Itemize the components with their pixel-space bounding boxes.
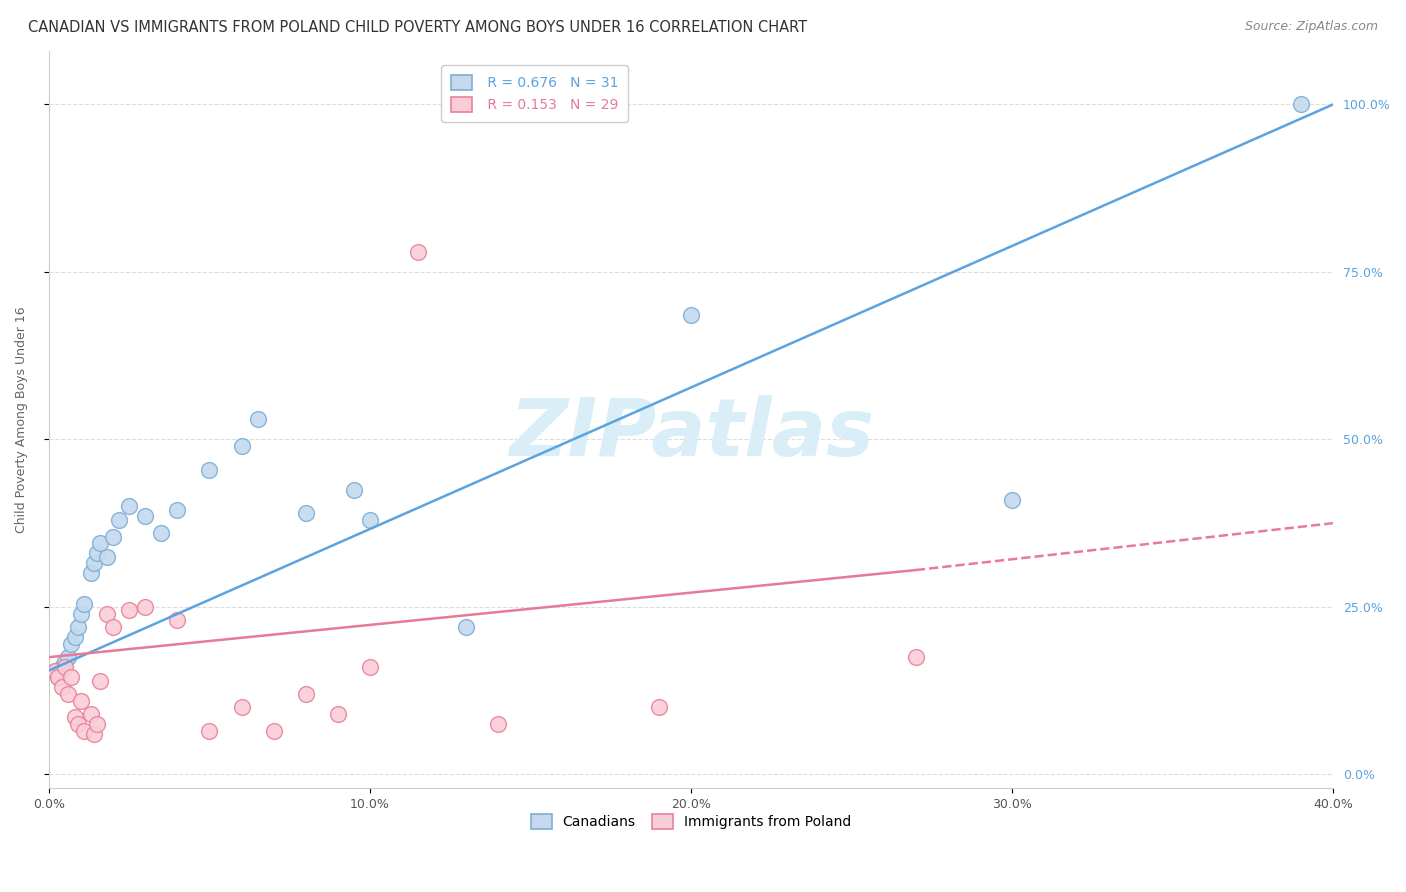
Point [198,723,221,738]
Point [118,603,141,617]
Point [231,700,253,714]
Point [66,717,89,731]
Point [66,620,89,634]
Text: Source: ZipAtlas.com: Source: ZipAtlas.com [1244,20,1378,33]
Point [648,700,671,714]
Point [56,687,79,701]
Point [294,687,316,701]
Point [83,557,105,571]
Point [101,529,124,543]
Point [79,707,101,722]
Point [63,710,86,724]
Point [231,439,253,453]
Point [44,664,66,678]
Point [456,620,478,634]
Point [359,660,381,674]
Legend: Canadians, Immigrants from Poland: Canadians, Immigrants from Poland [524,807,859,836]
Point [70,607,93,621]
Point [118,500,141,514]
Point [63,630,86,644]
Point [96,549,118,564]
Point [198,462,221,476]
Point [166,502,188,516]
Point [263,723,285,738]
Point [134,509,156,524]
Y-axis label: Child Poverty Among Boys Under 16: Child Poverty Among Boys Under 16 [15,306,28,533]
Point [79,566,101,581]
Point [48,670,70,684]
Point [48,670,70,684]
Point [89,536,111,550]
Point [246,412,269,426]
Point [166,613,188,627]
Point [53,660,76,674]
Point [488,717,510,731]
Point [51,660,73,674]
Point [86,717,108,731]
Point [294,506,316,520]
Text: CANADIAN VS IMMIGRANTS FROM POLAND CHILD POVERTY AMONG BOYS UNDER 16 CORRELATION: CANADIAN VS IMMIGRANTS FROM POLAND CHILD… [28,20,807,35]
Point [51,681,73,695]
Point [83,727,105,741]
Point [96,607,118,621]
Point [1001,492,1024,507]
Point [60,637,83,651]
Point [108,513,131,527]
Point [406,244,429,259]
Point [60,670,83,684]
Point [73,597,96,611]
Point [44,664,66,678]
Text: ZIPatlas: ZIPatlas [509,395,873,473]
Point [1291,97,1313,112]
Point [343,483,366,497]
Point [326,707,349,722]
Point [70,694,93,708]
Point [134,599,156,614]
Point [681,309,703,323]
Point [73,723,96,738]
Point [53,653,76,667]
Point [359,513,381,527]
Point [89,673,111,688]
Point [904,650,927,665]
Point [101,620,124,634]
Point [56,650,79,665]
Point [150,526,173,541]
Point [86,546,108,560]
